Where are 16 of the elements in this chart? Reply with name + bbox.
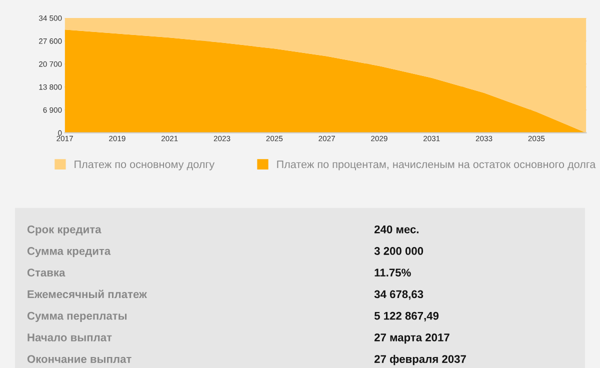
text: 5 122 867,49: [374, 312, 439, 322]
text: 3 200 000: [374, 247, 424, 255]
legend-label: Платеж по процентам, начисленым на остаток основного долга: [277, 160, 596, 170]
text: Ежемесячный платеж: [28, 290, 147, 298]
text: 240 мес.: [374, 225, 418, 234]
text: Сумма переплаты: [27, 312, 127, 322]
text: Срок кредита: [27, 225, 102, 236]
text: 11.75%: [374, 268, 411, 277]
text: Сумма кредита: [27, 247, 111, 258]
text: Начало выплат: [28, 334, 112, 342]
text: Ставка: [27, 268, 66, 277]
text: 27 марта 2017: [374, 334, 450, 344]
text: 34 678,63: [374, 290, 424, 300]
legend-label: Платеж по основному долгу: [74, 160, 215, 170]
text: Окончание выплат: [27, 355, 132, 363]
text: 27 февраля 2037: [374, 354, 466, 366]
